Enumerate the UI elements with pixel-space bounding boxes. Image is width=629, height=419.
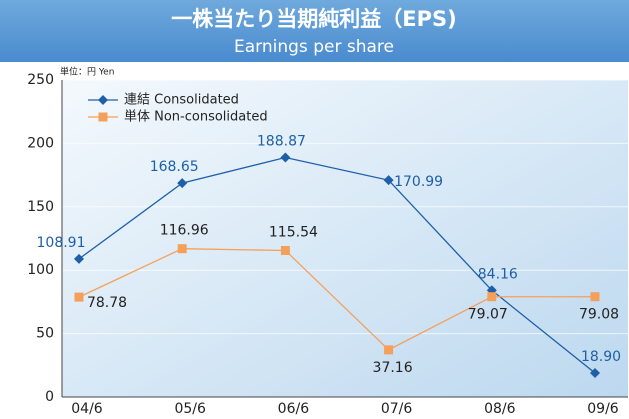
x-tick-label: 08/6 — [484, 401, 516, 417]
y-tick-label: 0 — [45, 389, 54, 405]
y-tick-label: 150 — [27, 199, 54, 215]
y-tick-label: 50 — [36, 326, 54, 342]
point — [98, 112, 108, 122]
point — [177, 244, 187, 254]
x-tick-label: 06/6 — [278, 401, 310, 417]
legend-label: 連結 Consolidated — [124, 93, 239, 108]
point — [74, 292, 84, 302]
point — [383, 175, 394, 186]
point — [590, 368, 600, 379]
x-tick-label: 04/6 — [71, 401, 103, 417]
y-tick-label: 100 — [27, 262, 54, 278]
header-bar — [0, 0, 629, 62]
point — [590, 292, 600, 302]
point — [74, 253, 84, 264]
data-label: 108.91 — [37, 235, 86, 251]
chart-subtitle: Earnings per share — [234, 37, 394, 57]
data-label: 79.08 — [579, 307, 619, 323]
series-line — [78, 248, 596, 351]
data-label: 79.07 — [468, 307, 508, 323]
data-label: 84.16 — [478, 266, 518, 282]
data-label: 170.99 — [394, 174, 443, 190]
data-label: 116.96 — [160, 223, 209, 239]
legend-label: 単体 Non-consolidated — [124, 109, 268, 125]
x-tick-label: 05/6 — [174, 401, 206, 417]
point — [384, 345, 394, 355]
point — [487, 292, 497, 302]
point — [280, 245, 290, 255]
unit-label: 単位：円 Yen — [60, 66, 114, 78]
point — [98, 95, 108, 105]
data-label: 168.65 — [150, 159, 199, 175]
data-label: 18.90 — [581, 349, 621, 365]
x-tick-label: 09/6 — [587, 401, 619, 417]
y-tick-label: 250 — [27, 72, 54, 88]
data-label: 188.87 — [257, 134, 306, 150]
y-tick-label: 200 — [27, 135, 54, 151]
x-tick-label: 07/6 — [381, 401, 413, 417]
plot-area — [62, 80, 628, 397]
data-label: 37.16 — [373, 360, 413, 376]
data-label: 115.54 — [269, 224, 318, 240]
series-line — [78, 156, 596, 374]
data-label: 78.78 — [87, 295, 127, 311]
point — [177, 178, 188, 189]
chart-title: 一株当たり当期純利益（EPS) — [171, 7, 456, 31]
point — [280, 152, 291, 163]
